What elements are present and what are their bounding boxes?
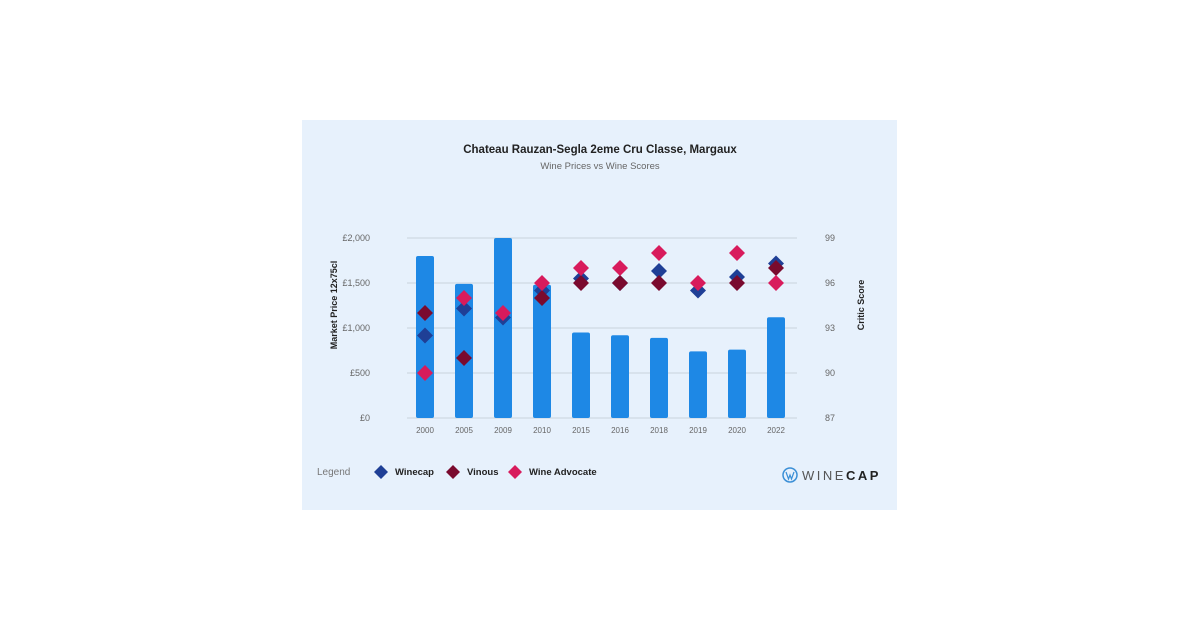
point-vinous-2000	[417, 305, 433, 321]
point-wine-advocate-2018	[651, 245, 667, 261]
y2-axis-label: Critic Score	[856, 280, 866, 331]
point-winecap-2005	[456, 300, 472, 317]
legend-marker-vinous	[446, 465, 460, 479]
x-tick-label: 2019	[689, 426, 707, 435]
winecap-logo-icon	[782, 467, 798, 483]
point-vinous-2022	[768, 260, 784, 276]
point-vinous-2005	[456, 350, 472, 366]
point-vinous-2015	[573, 275, 589, 291]
point-wine-advocate-2016	[612, 260, 628, 276]
point-wine-advocate-2015	[573, 260, 589, 276]
legend: Winecap Vinous Wine Advocate	[374, 465, 597, 479]
x-tick-label: 2016	[611, 426, 629, 435]
point-wine-advocate-2022	[768, 275, 784, 291]
x-tick-label: 2010	[533, 426, 551, 435]
y-axis-label: Market Price 12x75cl	[329, 261, 339, 350]
y2-tick-label: 90	[825, 368, 835, 378]
point-wine-advocate-2020	[729, 245, 745, 261]
y2-tick-label: 87	[825, 413, 835, 423]
x-tick-label: 2009	[494, 426, 512, 435]
y-tick-label: £0	[360, 413, 370, 423]
svg-text:WINECAP: WINECAP	[802, 468, 881, 483]
y-tick-label: £1,500	[342, 278, 370, 288]
point-vinous-2010	[534, 290, 550, 306]
point-wine-advocate-2005	[456, 290, 472, 306]
y2-tick-label: 99	[825, 233, 835, 243]
y2-tick-label: 93	[825, 323, 835, 333]
y-tick-label: £2,000	[342, 233, 370, 243]
legend-label: Vinous	[467, 467, 499, 478]
point-vinous-2016	[612, 275, 628, 291]
legend-marker-wine-advocate	[508, 465, 522, 479]
y-tick-label: £500	[350, 368, 370, 378]
point-winecap-2018	[651, 263, 667, 279]
x-tick-label: 2022	[767, 426, 785, 435]
bar-2022	[767, 317, 785, 418]
y-tick-label: £1,000	[342, 323, 370, 333]
bar-2009	[494, 238, 512, 418]
bar-2020	[728, 349, 746, 418]
bar-2010	[533, 284, 551, 418]
x-tick-label: 2018	[650, 426, 668, 435]
point-wine-advocate-2010	[534, 275, 550, 291]
point-vinous-2020	[729, 275, 745, 291]
point-winecap-2000	[417, 327, 433, 344]
x-tick-label: 2000	[416, 426, 434, 435]
bar-2016	[611, 335, 629, 418]
logo-bold: CAP	[846, 468, 881, 483]
bar-2019	[689, 351, 707, 418]
point-wine-advocate-2009	[495, 305, 511, 321]
y2-tick-label: 96	[825, 278, 835, 288]
x-tick-label: 2020	[728, 426, 746, 435]
point-wine-advocate-2019	[690, 275, 706, 291]
logo-light: WINE	[802, 468, 846, 483]
x-tick-label: 2015	[572, 426, 590, 435]
x-tick-label: 2005	[455, 426, 473, 435]
bar-2018	[650, 337, 668, 418]
chart-subtitle: Wine Prices vs Wine Scores	[540, 161, 660, 172]
legend-title: Legend	[317, 467, 350, 478]
legend-label: Winecap	[395, 467, 434, 478]
legend-marker-winecap	[374, 465, 388, 479]
bar-2015	[572, 332, 590, 418]
chart-title: Chateau Rauzan-Segla 2eme Cru Classe, Ma…	[463, 144, 737, 156]
point-vinous-2018	[651, 275, 667, 291]
chart-card	[302, 120, 897, 510]
winecap-logo: WINECAP	[782, 467, 881, 483]
legend-label: Wine Advocate	[529, 467, 597, 478]
point-wine-advocate-2000	[417, 365, 433, 381]
